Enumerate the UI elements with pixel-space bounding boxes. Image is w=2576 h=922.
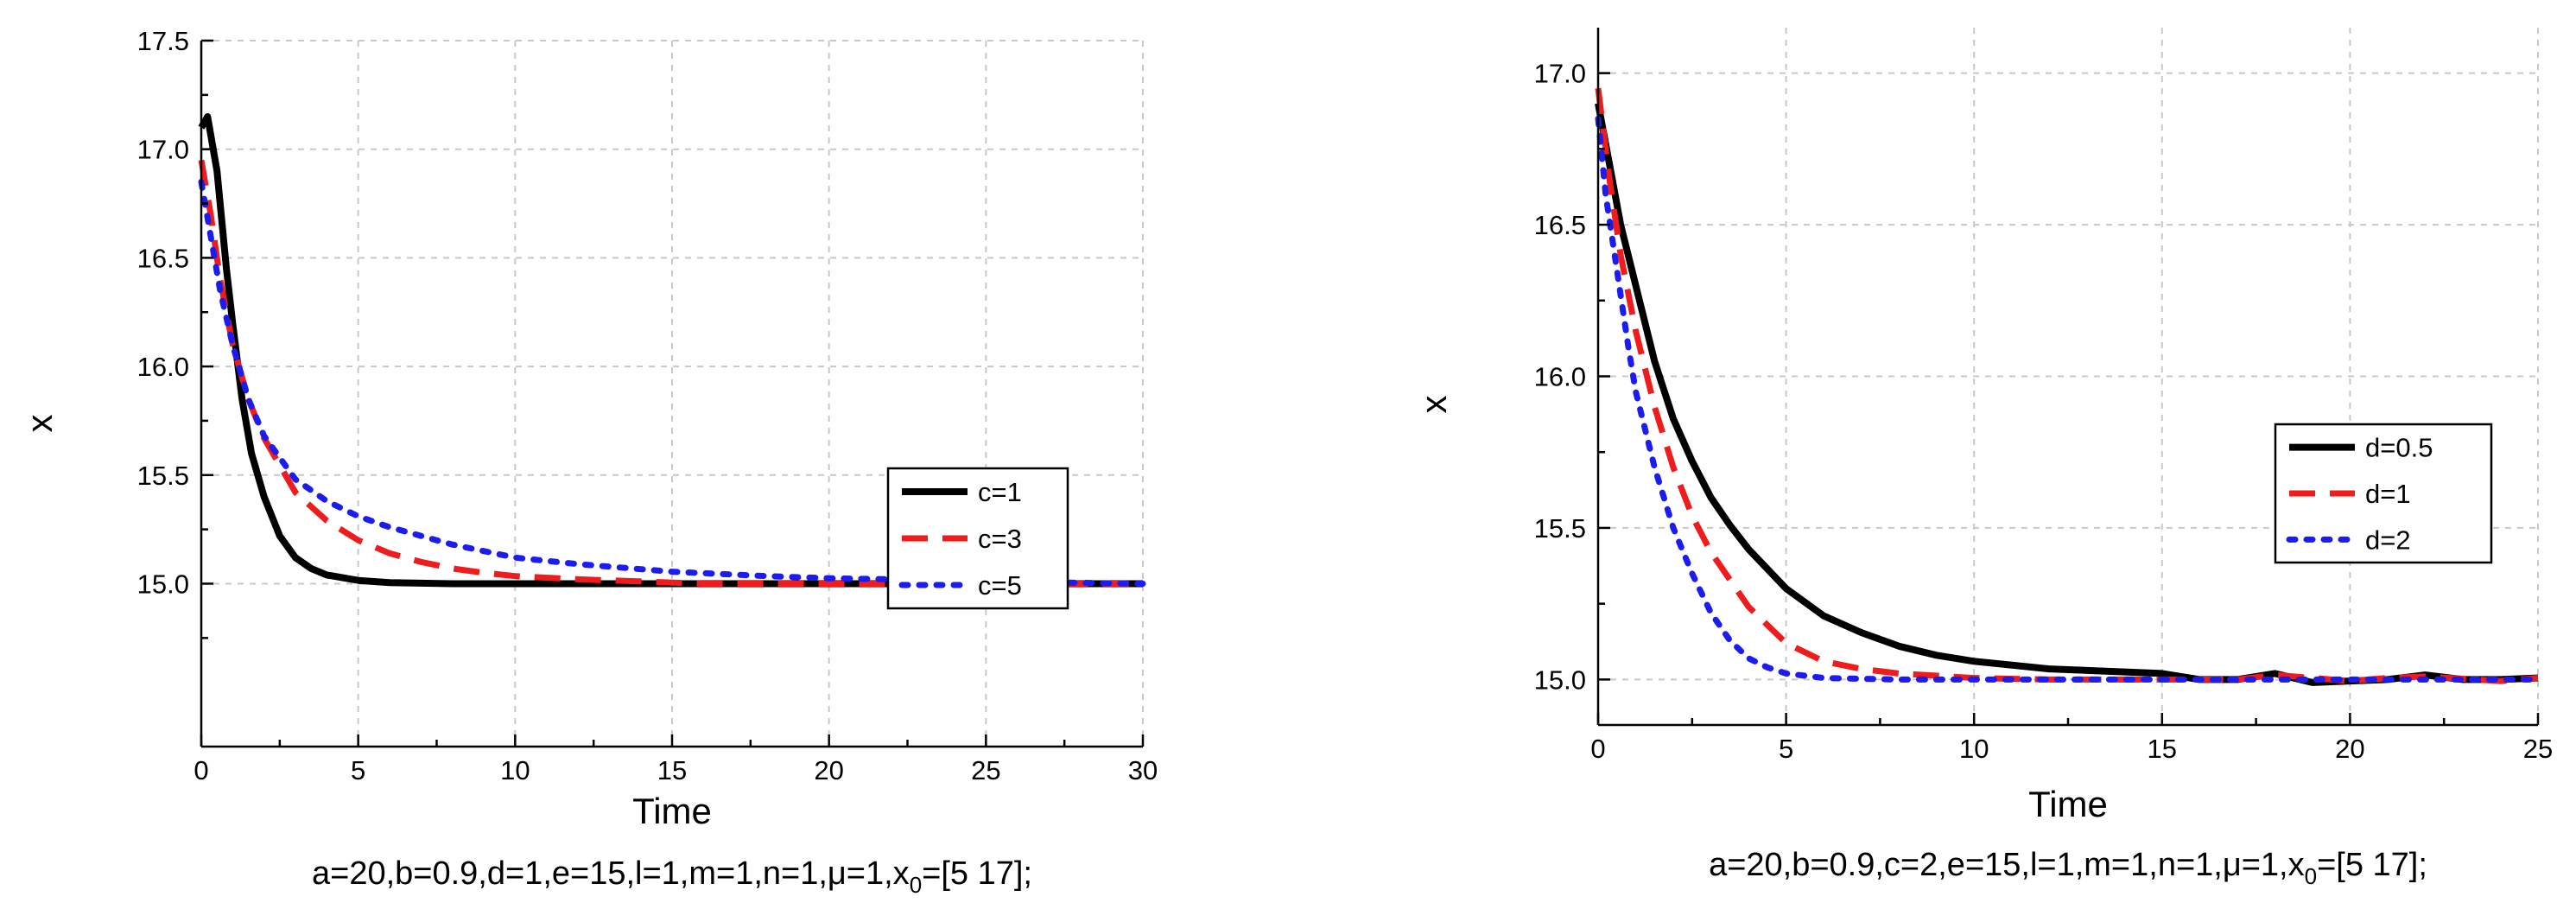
series-line-c=1	[198, 113, 1143, 588]
y-tick-label: 15.0	[1534, 664, 1586, 695]
y-axis-label: x	[19, 415, 60, 433]
y-tick-label: 15.5	[1534, 513, 1586, 544]
caption-subscript: 0	[2305, 863, 2317, 889]
x-tick-label: 5	[1779, 734, 1793, 764]
series-line-c=5	[198, 178, 1146, 587]
caption-text: a=20,b=0.9,c=2,e=15,l=1,m=1,n=1,μ=1,x	[1709, 847, 2305, 883]
x-tick-label: 10	[1959, 734, 1989, 764]
series-line-d=1	[1595, 87, 2539, 684]
x-tick-label: 30	[1128, 755, 1158, 785]
y-tick-label: 16.0	[137, 352, 189, 382]
x-tick-label: 10	[500, 755, 530, 785]
legend-label: d=2	[2365, 525, 2411, 555]
x-tick-label: 20	[814, 755, 843, 785]
x-tick-label: 5	[351, 755, 365, 785]
y-axis-label: x	[1413, 396, 1454, 414]
legend: c=1 c=3 c=5	[886, 467, 1069, 610]
y-tick-label: 16.5	[1534, 210, 1586, 240]
chart-left: 0 5 10 15 20 25 30 15.0 15.5 16.0 16.5 17.0 17.5 x Tim…	[19, 26, 1158, 898]
legend-label: d=0.5	[2365, 433, 2433, 463]
x-axis-label: Time	[632, 791, 712, 831]
x-tick-label: 0	[1590, 734, 1605, 764]
caption-subscript: 0	[910, 872, 922, 898]
x-tick-label: 0	[194, 755, 208, 785]
legend: d=0.5 d=1 d=2	[2274, 423, 2493, 564]
caption-text: a=20,b=0.9,d=1,e=15,l=1,m=1,n=1,μ=1,x	[312, 855, 910, 892]
y-tick-label: 16.5	[137, 243, 189, 273]
caption-tail: =[5 17];	[2317, 847, 2427, 883]
legend-label: c=5	[978, 570, 1022, 601]
caption-tail: =[5 17];	[922, 855, 1032, 892]
y-tick-label: 17.0	[1534, 59, 1586, 89]
x-tick-label: 15	[2148, 734, 2177, 764]
y-tick-label: 15.0	[137, 569, 189, 599]
x-tick-label: 15	[657, 755, 687, 785]
x-tick-label: 20	[2335, 734, 2364, 764]
legend-label: c=1	[978, 477, 1022, 507]
y-tick-label: 17.0	[137, 135, 189, 165]
parameter-caption: a=20,b=0.9,c=2,e=15,l=1,m=1,n=1,μ=1,x0=[…	[1709, 847, 2427, 889]
x-tick-label: 25	[971, 755, 1000, 785]
series-line-d=2	[1595, 115, 2541, 683]
legend-label: c=3	[978, 524, 1022, 554]
chart-right: 0 5 10 15 20 25 15.0 15.5 16.0 16.5 17.0 x Time a=20,…	[1413, 28, 2553, 889]
y-tick-label: 17.5	[137, 26, 189, 56]
x-axis-label: Time	[2028, 784, 2108, 824]
parameter-caption: a=20,b=0.9,d=1,e=15,l=1,m=1,n=1,μ=1,x0=[…	[312, 855, 1032, 898]
legend-label: d=1	[2365, 479, 2411, 509]
y-tick-label: 15.5	[137, 461, 189, 491]
y-tick-label: 16.0	[1534, 362, 1586, 392]
x-tick-label: 25	[2523, 734, 2553, 764]
